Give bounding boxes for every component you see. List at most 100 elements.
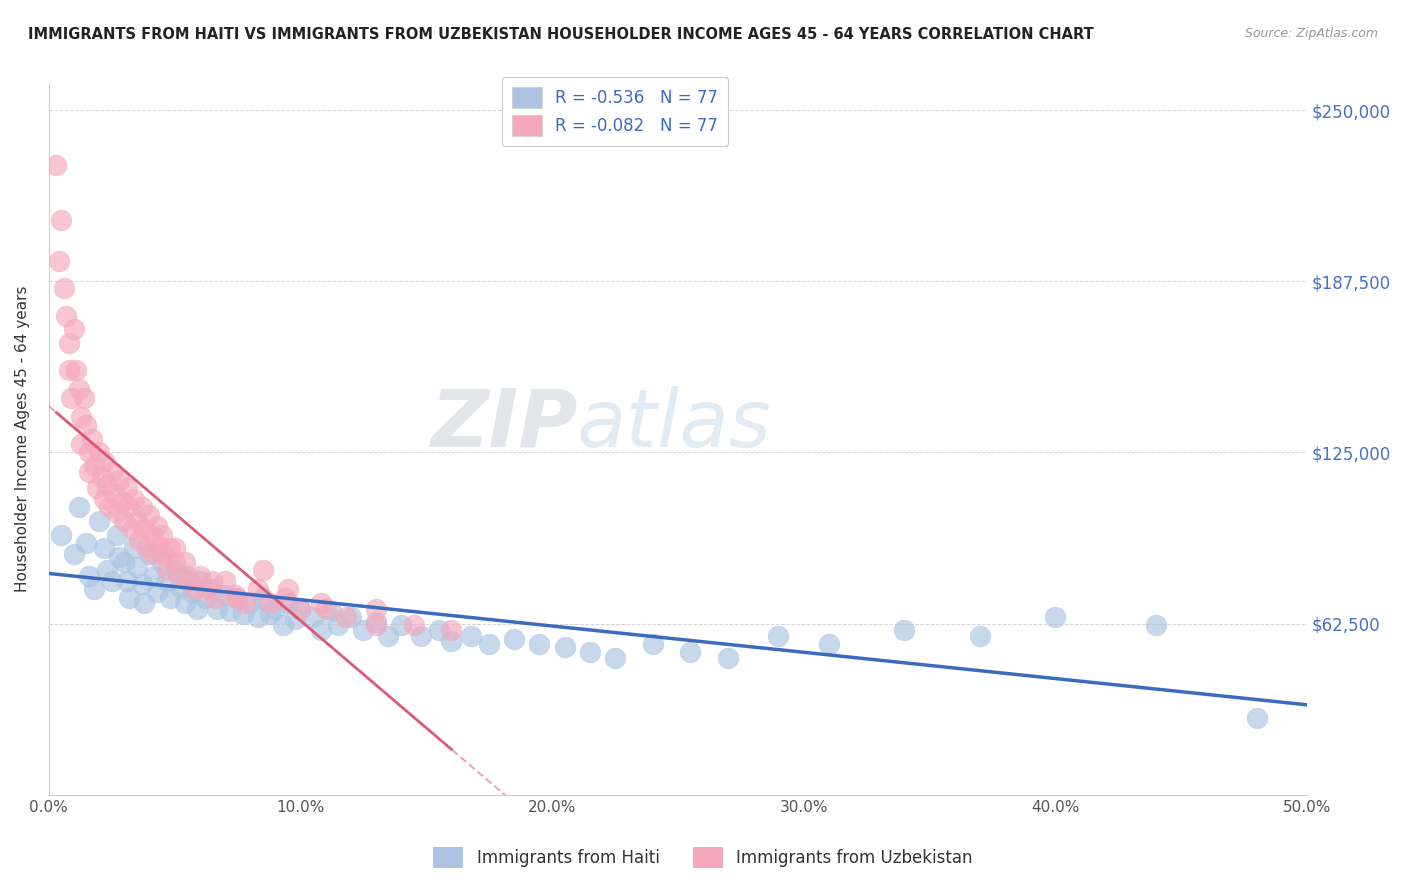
Point — [179, 574, 201, 589]
Point — [411, 629, 433, 643]
Y-axis label: Householder Income Ages 45 - 64 years: Householder Income Ages 45 - 64 years — [15, 285, 30, 592]
Point — [108, 473, 131, 487]
Legend: R = -0.536   N = 77, R = -0.082   N = 77: R = -0.536 N = 77, R = -0.082 N = 77 — [502, 77, 728, 146]
Point — [1045, 609, 1067, 624]
Point — [768, 629, 790, 643]
Point — [339, 609, 361, 624]
Point — [214, 588, 236, 602]
Point — [364, 615, 387, 630]
Point — [204, 591, 226, 605]
Point — [188, 568, 211, 582]
Point — [226, 591, 249, 605]
Point — [252, 563, 274, 577]
Point — [51, 527, 73, 541]
Point — [252, 591, 274, 605]
Point — [131, 577, 153, 591]
Point — [112, 555, 135, 569]
Point — [134, 596, 156, 610]
Point — [364, 618, 387, 632]
Point — [259, 607, 281, 621]
Point — [679, 645, 702, 659]
Point — [641, 637, 664, 651]
Point — [65, 363, 87, 377]
Point — [124, 541, 146, 556]
Point — [83, 459, 105, 474]
Point — [67, 383, 90, 397]
Text: ZIP: ZIP — [430, 385, 578, 464]
Point — [125, 514, 148, 528]
Point — [80, 432, 103, 446]
Point — [264, 601, 287, 615]
Point — [60, 391, 83, 405]
Point — [290, 601, 312, 615]
Point — [503, 632, 526, 646]
Point — [124, 491, 146, 506]
Point — [326, 618, 349, 632]
Point — [100, 574, 122, 589]
Point — [309, 596, 332, 610]
Point — [1246, 711, 1268, 725]
Point — [335, 609, 357, 624]
Point — [169, 568, 191, 582]
Point — [52, 281, 75, 295]
Point — [377, 629, 399, 643]
Point — [131, 500, 153, 515]
Point — [195, 582, 218, 597]
Point — [181, 585, 204, 599]
Point — [86, 481, 108, 495]
Point — [159, 541, 181, 556]
Point — [163, 555, 186, 569]
Point — [290, 601, 312, 615]
Point — [93, 453, 115, 467]
Point — [111, 494, 134, 508]
Point — [77, 568, 100, 582]
Point — [239, 596, 262, 610]
Point — [176, 568, 198, 582]
Point — [156, 574, 179, 589]
Point — [817, 637, 839, 651]
Point — [186, 601, 208, 615]
Point — [893, 624, 915, 638]
Point — [76, 536, 98, 550]
Point — [70, 409, 93, 424]
Point — [70, 437, 93, 451]
Point — [143, 547, 166, 561]
Point — [150, 555, 173, 569]
Point — [103, 486, 125, 500]
Point — [146, 585, 169, 599]
Point — [58, 335, 80, 350]
Point — [226, 591, 249, 605]
Point — [173, 555, 195, 569]
Point — [93, 541, 115, 556]
Point — [105, 506, 128, 520]
Point — [529, 637, 551, 651]
Text: Source: ZipAtlas.com: Source: ZipAtlas.com — [1244, 27, 1378, 40]
Point — [148, 539, 170, 553]
Point — [55, 309, 77, 323]
Point — [112, 514, 135, 528]
Point — [121, 522, 143, 536]
Point — [48, 253, 70, 268]
Point — [77, 445, 100, 459]
Point — [87, 514, 110, 528]
Point — [277, 596, 299, 610]
Point — [233, 596, 256, 610]
Point — [108, 549, 131, 564]
Point — [402, 618, 425, 632]
Point — [188, 574, 211, 589]
Point — [284, 612, 307, 626]
Point — [96, 478, 118, 492]
Point — [554, 640, 576, 654]
Text: atlas: atlas — [578, 385, 772, 464]
Point — [246, 582, 269, 597]
Point — [146, 519, 169, 533]
Point — [115, 574, 138, 589]
Point — [478, 637, 501, 651]
Point — [578, 645, 600, 659]
Point — [274, 591, 297, 605]
Point — [138, 508, 160, 523]
Point — [717, 650, 740, 665]
Point — [87, 445, 110, 459]
Point — [364, 601, 387, 615]
Point — [100, 465, 122, 479]
